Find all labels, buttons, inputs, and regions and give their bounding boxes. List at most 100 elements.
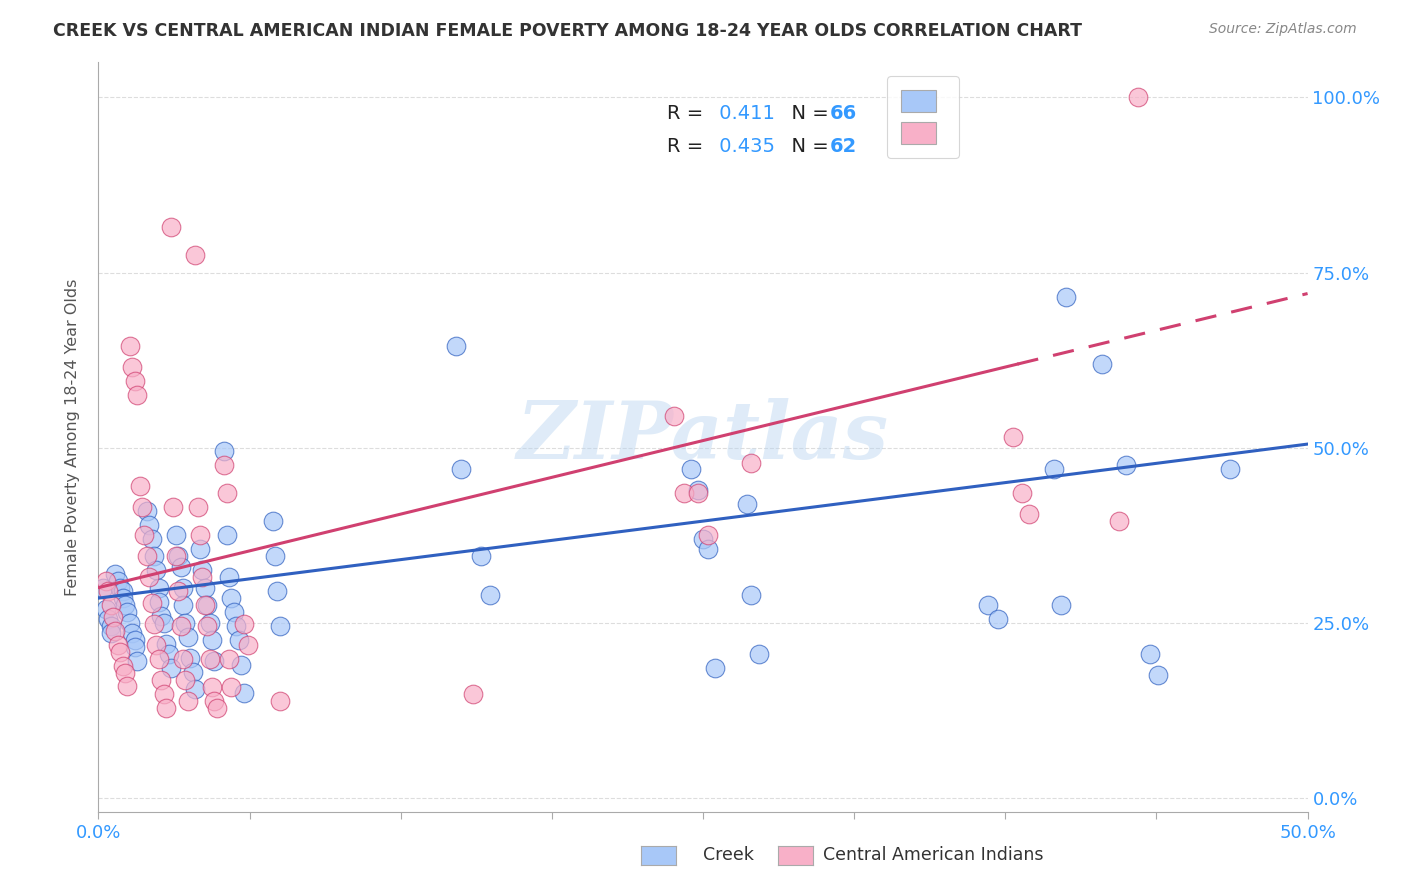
Point [143,617,166,632]
Point [238,638,260,652]
Point [100,598,122,612]
Point [266,584,288,599]
Point [167,549,190,563]
Point [1018,507,1040,521]
Point [195,619,218,633]
Point [194,581,217,595]
Point [1219,461,1241,475]
Point [135,503,157,517]
Point [187,500,209,515]
Point [987,612,1010,626]
Point [748,647,770,661]
Point [162,500,184,515]
Legend: , : , [887,76,959,158]
Point [124,640,146,655]
Point [174,673,197,687]
Text: Source: ZipAtlas.com: Source: ZipAtlas.com [1209,22,1357,37]
Point [205,701,228,715]
Point [108,581,131,595]
Point [181,665,204,679]
Text: Central American Indians: Central American Indians [823,846,1043,863]
Point [264,549,287,563]
Point [269,694,291,708]
Point [131,500,153,515]
Point [977,598,1000,612]
Point [229,657,252,672]
Point [152,687,174,701]
Point [167,584,190,599]
Text: 0.435: 0.435 [713,137,775,156]
Point [1146,668,1168,682]
Text: N =: N = [779,137,835,156]
Point [172,581,194,595]
Point [221,591,243,606]
Point [188,528,211,542]
Point [117,605,139,619]
Y-axis label: Female Poverty Among 18-24 Year Olds: Female Poverty Among 18-24 Year Olds [65,278,80,596]
Point [179,650,201,665]
Point [150,673,173,687]
Point [184,682,207,697]
Point [143,549,166,563]
Text: R =: R = [666,137,709,156]
Point [1001,430,1024,444]
Point [107,638,129,652]
Point [155,637,177,651]
Point [148,652,170,666]
Point [91,581,114,595]
Point [191,563,214,577]
Point [97,584,120,599]
Point [212,444,235,458]
Point [169,559,191,574]
Point [688,486,710,500]
Point [222,605,245,619]
Point [1139,647,1161,661]
Point [195,598,218,612]
Point [172,598,194,612]
Point [165,528,187,542]
Point [232,617,254,632]
Point [160,661,183,675]
Point [148,594,170,608]
Point [138,517,160,532]
Point [218,570,240,584]
Point [692,532,714,546]
Point [191,570,214,584]
Point [124,374,146,388]
Text: ZIPatlas: ZIPatlas [517,399,889,475]
Point [470,549,492,563]
Point [169,619,191,633]
Point [152,615,174,630]
Point [662,409,685,423]
Point [679,461,702,475]
Point [104,566,127,581]
Text: 0.411: 0.411 [713,103,775,123]
Point [704,661,727,675]
Point [94,574,117,588]
Point [118,339,141,353]
Point [740,588,762,602]
Point [177,694,200,708]
Point [262,514,284,528]
Point [696,542,718,557]
Text: 66: 66 [830,103,858,123]
Point [1115,458,1137,472]
Point [201,680,224,694]
Point [188,542,211,557]
Point [111,584,134,599]
Point [177,630,200,644]
Point [215,528,238,542]
Point [1054,290,1077,304]
Point [127,654,149,668]
Point [165,549,187,563]
Point [101,610,124,624]
Point [1128,90,1150,104]
Point [141,532,163,546]
Point [225,619,247,633]
Text: 62: 62 [830,137,858,156]
Text: Creek: Creek [703,846,754,863]
Point [94,601,117,615]
Point [117,679,139,693]
Point [232,686,254,700]
Point [215,486,238,500]
